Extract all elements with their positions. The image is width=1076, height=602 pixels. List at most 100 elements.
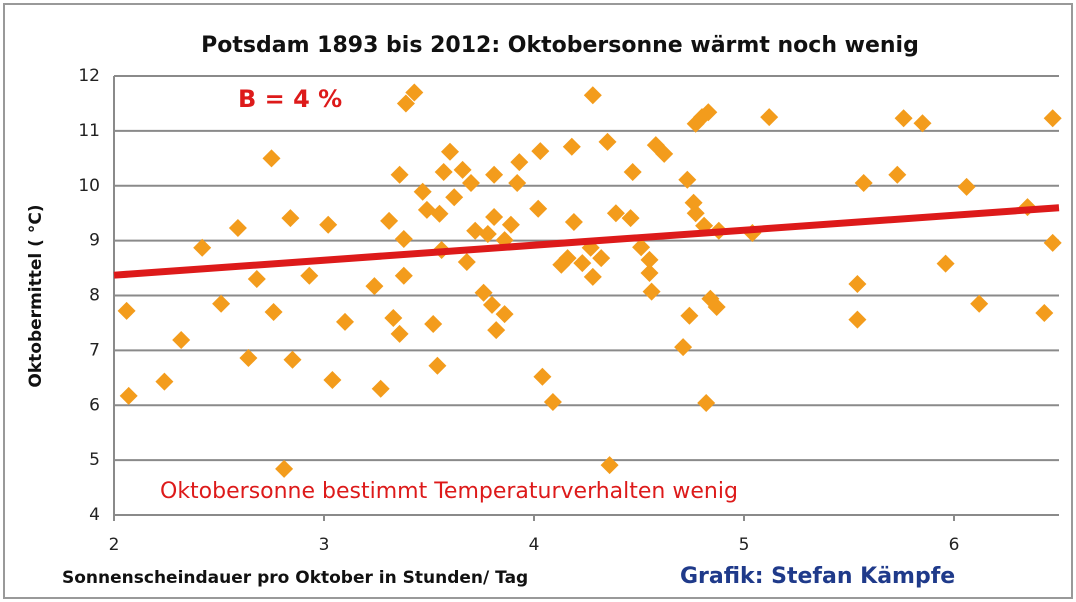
- y-tick-label: 8: [89, 286, 100, 306]
- point: [573, 254, 592, 273]
- point: [228, 219, 247, 238]
- point: [495, 305, 514, 324]
- point: [562, 137, 581, 156]
- point: [642, 282, 661, 301]
- chart-title: Potsdam 1893 bis 2012: Oktobersonne wärm…: [201, 33, 919, 58]
- point: [380, 211, 399, 230]
- point: [632, 238, 651, 257]
- point: [606, 204, 625, 223]
- point: [434, 163, 453, 182]
- y-tick-label: 11: [78, 121, 100, 141]
- point: [453, 160, 472, 179]
- point: [686, 204, 705, 223]
- point: [413, 182, 432, 201]
- point: [583, 267, 602, 286]
- point: [275, 459, 294, 478]
- point: [474, 283, 493, 302]
- point: [365, 277, 384, 296]
- point: [957, 177, 976, 196]
- y-tick-label: 12: [78, 66, 100, 86]
- point: [466, 221, 485, 240]
- point: [678, 170, 697, 189]
- point: [598, 132, 617, 151]
- point: [457, 253, 476, 272]
- point: [508, 174, 527, 193]
- point: [483, 295, 501, 314]
- point: [485, 165, 504, 184]
- point: [888, 165, 907, 184]
- x-tick-label: 6: [949, 535, 960, 555]
- point: [283, 350, 302, 369]
- point: [529, 199, 548, 218]
- point: [600, 456, 619, 475]
- credit: Grafik: Stefan Kämpfe: [680, 564, 955, 589]
- point: [487, 321, 506, 340]
- x-tick-label: 3: [319, 535, 330, 555]
- point: [117, 301, 136, 320]
- point: [894, 109, 913, 128]
- point: [531, 142, 550, 161]
- annotation: Oktobersonne bestimmt Temperaturverhalte…: [160, 479, 738, 504]
- point: [428, 356, 447, 375]
- y-tick-label: 4: [89, 505, 100, 525]
- x-tick-label: 2: [109, 535, 120, 555]
- x-tick-label: 5: [739, 535, 750, 555]
- point: [445, 188, 464, 207]
- y-tick-label: 10: [78, 176, 100, 196]
- point: [640, 264, 659, 283]
- point: [760, 108, 779, 127]
- point: [384, 308, 403, 327]
- point: [640, 250, 659, 269]
- point: [558, 249, 577, 268]
- point: [300, 266, 319, 285]
- point: [1043, 109, 1062, 128]
- point: [405, 83, 424, 102]
- point: [936, 254, 955, 273]
- point: [697, 394, 716, 413]
- frame: [3, 3, 1073, 599]
- x-tick-label: 4: [529, 535, 540, 555]
- point: [119, 386, 138, 405]
- point: [394, 229, 413, 248]
- point: [674, 338, 693, 357]
- point: [848, 274, 867, 293]
- point: [462, 174, 480, 193]
- point: [552, 255, 571, 274]
- point: [430, 204, 449, 223]
- point: [394, 266, 413, 285]
- point: [970, 294, 989, 313]
- point: [1035, 304, 1054, 323]
- point: [336, 312, 354, 331]
- y-tick-label: 7: [89, 340, 100, 360]
- point: [699, 103, 718, 122]
- point: [319, 215, 338, 234]
- point: [390, 165, 409, 184]
- point: [323, 371, 342, 390]
- point: [510, 153, 529, 172]
- point: [424, 315, 443, 334]
- point: [848, 310, 867, 329]
- point: [371, 379, 390, 398]
- point: [212, 294, 231, 313]
- point: [680, 306, 699, 325]
- point: [655, 144, 674, 163]
- point: [707, 298, 726, 317]
- point: [172, 330, 191, 349]
- point: [193, 238, 212, 257]
- point: [501, 215, 520, 234]
- point: [396, 94, 415, 113]
- point: [913, 114, 932, 133]
- point: [281, 209, 300, 228]
- point: [543, 392, 562, 411]
- point: [854, 174, 873, 193]
- trend-line: [113, 204, 1060, 279]
- y-axis-label: Oktobermittel ( °C): [26, 204, 46, 387]
- point: [623, 163, 642, 182]
- point: [583, 86, 602, 105]
- annotation: B = 4 %: [238, 85, 342, 113]
- point: [478, 225, 497, 244]
- point: [390, 324, 409, 343]
- point: [485, 208, 504, 227]
- point: [564, 212, 583, 231]
